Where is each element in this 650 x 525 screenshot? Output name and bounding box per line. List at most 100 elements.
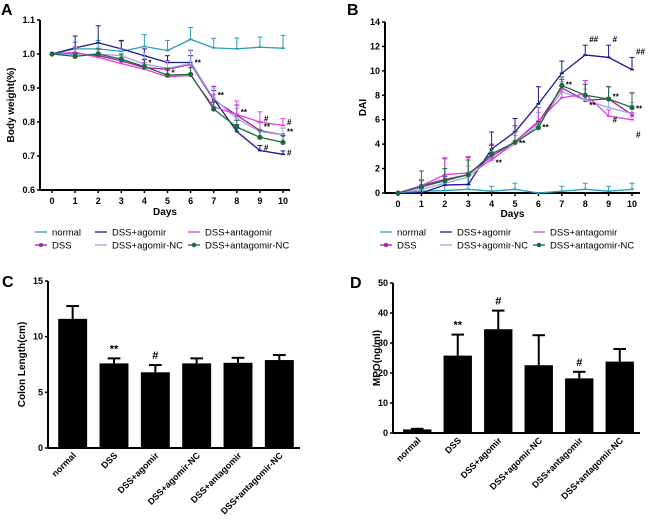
legend-item-normal: normal	[380, 228, 426, 239]
significance-marker: #	[287, 118, 292, 127]
significance-marker: #	[264, 144, 269, 153]
legend-swatch-marker	[191, 242, 197, 248]
x-category-label: DSS	[99, 450, 119, 470]
data-point	[559, 82, 565, 89]
y-tick-label: 20	[378, 368, 388, 378]
significance-marker: **	[589, 101, 596, 110]
x-tick-label: 0	[395, 199, 400, 209]
y-axis-title: Colon Length(cm)	[17, 322, 28, 408]
data-point	[49, 51, 55, 57]
legend-item-dss-agomir: DSS+agomir	[95, 228, 166, 239]
y-tick-label: 10	[370, 66, 380, 76]
significance-marker: **	[542, 123, 549, 132]
legend-label: DSS+agomir-NC	[457, 241, 528, 252]
bar-dss	[443, 355, 472, 433]
bar-dss-agomir	[140, 372, 170, 448]
significance-marker: **	[110, 343, 119, 355]
bar-dss-antagomir-nc	[605, 361, 634, 433]
y-tick-label: 30	[378, 338, 388, 348]
data-point	[118, 56, 124, 62]
legend-item-dss: DSS	[380, 241, 417, 252]
significance-marker: #	[152, 350, 158, 362]
data-point	[418, 184, 424, 190]
legend-label: normal	[52, 228, 81, 239]
x-tick-label: 9	[257, 196, 262, 206]
y-tick-label: 15	[33, 276, 43, 286]
significance-marker: **	[496, 158, 503, 167]
x-tick-label: 3	[119, 196, 124, 206]
x-tick-label: 4	[142, 196, 147, 206]
y-tick-label: 5	[38, 387, 43, 397]
y-tick-label: 0.8	[22, 117, 35, 127]
data-point	[280, 139, 286, 145]
legend-label: DSS+antagomir-NC	[205, 241, 289, 252]
panel-label-c: C	[2, 274, 14, 291]
x-tick-label: 7	[211, 196, 216, 206]
y-tick-label: 0	[38, 443, 43, 453]
legend-item-dss-antagomir-nc: DSS+antagomir-NC	[533, 241, 634, 252]
data-point	[629, 104, 635, 111]
x-tick-label: 0	[49, 196, 54, 206]
significance-marker: #	[636, 130, 641, 139]
legend-item-dss-antagomir-nc: DSS+antagomir-NC	[188, 241, 289, 252]
significance-marker: #	[495, 296, 501, 308]
data-point	[465, 172, 471, 178]
series-normal	[50, 26, 286, 55]
data-point	[606, 96, 612, 102]
panel-label-d: D	[350, 275, 362, 292]
y-tick-label: 10	[378, 398, 388, 408]
legend-swatch-marker	[536, 242, 542, 248]
significance-marker: **	[453, 320, 462, 332]
data-point	[141, 63, 147, 70]
significance-marker: #	[613, 116, 618, 125]
y-tick-label: 1.0	[22, 49, 35, 59]
data-point	[211, 106, 217, 112]
significance-marker: #	[287, 149, 292, 158]
legend-label: normal	[397, 228, 426, 239]
y-tick-label: 10	[33, 332, 43, 342]
legend-item-dss: DSS	[35, 241, 72, 252]
significance-marker: ##	[589, 35, 598, 44]
series-dss-antagomir-nc	[49, 48, 286, 145]
x-category-label: normal	[394, 435, 422, 463]
significance-marker: **	[264, 122, 271, 131]
data-point	[489, 151, 495, 157]
data-point	[188, 71, 194, 77]
x-tick-label: 4	[489, 199, 494, 209]
x-category-label: DSS	[443, 435, 463, 455]
y-tick-label: 0.7	[22, 151, 35, 161]
bar-dss-antagomir-nc	[264, 360, 294, 448]
legend-item-normal: normal	[35, 228, 81, 239]
y-tick-label: 6	[375, 115, 380, 125]
data-point	[512, 139, 518, 145]
panel-label-a: A	[1, 2, 13, 19]
legend-label: DSS+antagomir-NC	[550, 241, 634, 252]
x-category-label: DSS+agomir	[116, 450, 161, 495]
y-tick-label: 0.6	[22, 185, 35, 195]
bar-dss-antagomir	[223, 362, 253, 448]
legend: normal DSS DSS+agomir DSS+agomir-NC DSS+anta…	[35, 228, 289, 252]
significance-marker: #	[613, 35, 618, 44]
data-point	[72, 53, 78, 59]
legend-swatch-marker	[39, 243, 43, 247]
x-axis-title: Days	[153, 207, 177, 218]
bar-dss	[99, 363, 129, 448]
y-axis-title: DAI	[358, 99, 369, 116]
significance-marker: **	[195, 59, 202, 68]
legend-item-dss-agomir-nc: DSS+agomir-NC	[95, 241, 183, 252]
significance-marker: **	[636, 105, 643, 114]
legend-label: DSS	[52, 241, 72, 252]
bar-normal	[403, 429, 432, 433]
legend-swatch-marker	[384, 243, 388, 247]
legend-item-dss-agomir-nc: DSS+agomir-NC	[440, 241, 528, 252]
legend-label: DSS+antagomir	[205, 228, 272, 239]
y-tick-label: 0	[375, 188, 380, 198]
panel-label-b: B	[347, 2, 359, 19]
panel-c-colon-length-chart: 0 5 10 15 Colon Length(cm) normal DSS ** DSS+ago…	[17, 276, 300, 516]
legend-label: DSS+agomir	[457, 228, 511, 239]
bar-dss-agomir-nc	[524, 365, 553, 433]
x-tick-label: 1	[73, 196, 78, 206]
x-tick-label: 10	[627, 199, 637, 209]
data-point	[234, 124, 240, 130]
